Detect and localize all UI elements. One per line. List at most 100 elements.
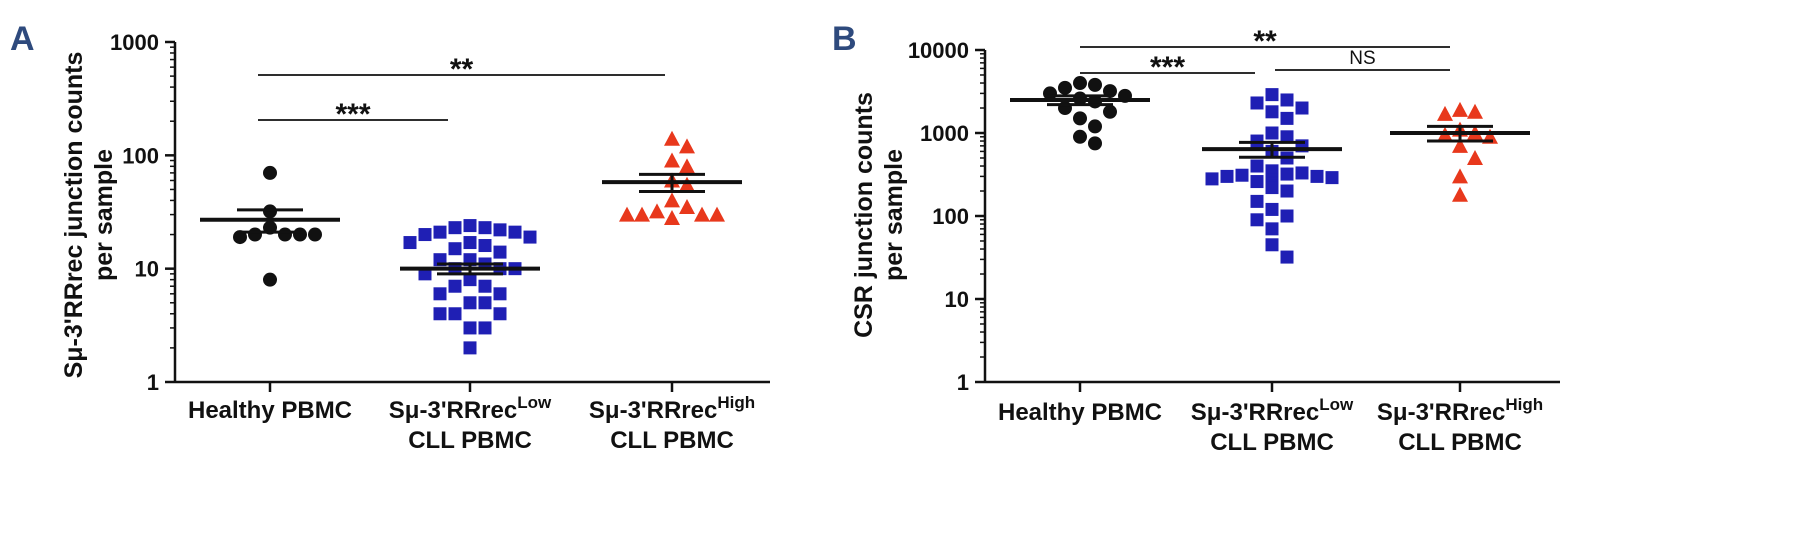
panel-b-category-label: Healthy PBMC: [998, 399, 1162, 426]
panel-a-ytick-label: 1000: [110, 30, 159, 55]
panel-a-point-high: [679, 138, 695, 154]
panel-b-point-low: [1265, 105, 1279, 119]
panel-a-label: A: [10, 20, 35, 58]
panel-b-category-line2: CLL PBMC: [1398, 429, 1522, 456]
panel-b-significance-label: NS: [1349, 48, 1375, 69]
panel-a-point-low: [478, 239, 492, 253]
panel-a-point-high: [634, 206, 650, 222]
panel-a-point-low: [493, 245, 507, 259]
panel-a-point-healthy: [293, 227, 307, 242]
panel-b-point-high: [1467, 149, 1483, 165]
panel-b-point-healthy: [1058, 80, 1072, 95]
panel-a-point-high: [694, 206, 710, 222]
panel-a-point-low: [433, 287, 447, 301]
panel-a-point-low: [478, 296, 492, 310]
panel-b-point-low: [1265, 222, 1279, 236]
panel-a-ytick-label: 100: [122, 143, 159, 168]
panel-a-point-healthy: [248, 227, 262, 242]
panel-a-category-label: Healthy PBMC: [188, 397, 352, 424]
panel-b-category-sup: High: [1505, 395, 1543, 414]
panel-a-point-high: [679, 199, 695, 215]
panel-a-point-low: [448, 279, 462, 293]
panel-b-point-low: [1310, 169, 1324, 183]
panel-a-category-line2: CLL PBMC: [408, 427, 532, 454]
panel-b-point-high: [1467, 103, 1483, 119]
panel-a-point-low: [463, 341, 477, 355]
panel-a-ylabel: Sμ-3'RRrec junction counts: [60, 52, 88, 379]
panel-a-category-label: Sμ-3'RRrecLow: [389, 393, 552, 424]
panel-b-point-low: [1325, 171, 1339, 185]
panel-b-point-healthy: [1103, 104, 1117, 119]
panel-b-point-low: [1265, 238, 1279, 252]
panel-b-point-healthy: [1073, 76, 1087, 91]
panel-b-point-low: [1280, 93, 1294, 107]
panel-a-point-low: [418, 228, 432, 242]
panel-b-point-high: [1452, 168, 1468, 184]
panel-a-significance-label: ***: [335, 98, 370, 131]
panel-b-category-label: Sμ-3'RRrecHigh: [1377, 395, 1543, 426]
panel-b-category-label: Sμ-3'RRrecLow: [1191, 395, 1354, 426]
panel-b-point-high: [1452, 186, 1468, 202]
panel-a-point-high: [679, 158, 695, 174]
panel-a-point-low: [463, 219, 477, 233]
panel-a-point-high: [664, 152, 680, 168]
panel-a-point-low: [508, 225, 522, 239]
panel-b: B CSR junction counts per sample 1 10 100 1…: [832, 20, 1560, 456]
panel-b-ytick-label: 10000: [908, 38, 969, 63]
panel-b-point-healthy: [1088, 77, 1102, 92]
panel-a-point-low: [463, 273, 477, 287]
panel-a-point-low: [448, 221, 462, 235]
panel-b-point-low: [1220, 169, 1234, 183]
panel-b-point-healthy: [1073, 111, 1087, 126]
panel-b-significance-label: ***: [1150, 51, 1185, 84]
panel-a-point-healthy: [278, 227, 292, 242]
panel-a-point-low: [523, 230, 537, 244]
panel-b-point-low: [1265, 88, 1279, 102]
panel-a-point-low: [493, 307, 507, 321]
panel-b-ytick-label: 100: [932, 204, 969, 229]
panel-b-ylabel-line2: per sample: [880, 149, 908, 281]
panel-a-point-healthy: [263, 272, 277, 287]
panel-b-point-low: [1205, 172, 1219, 186]
panel-b-ylabel: CSR junction counts: [850, 92, 878, 338]
panel-a-point-high: [664, 130, 680, 146]
panel-a-point-low: [463, 321, 477, 335]
panel-a-point-low: [493, 287, 507, 301]
panel-b-point-low: [1280, 130, 1294, 144]
panel-a-point-low: [433, 225, 447, 239]
panel-a-category-line2: CLL PBMC: [610, 427, 734, 454]
panel-a-point-high: [664, 209, 680, 225]
panel-b-point-low: [1265, 202, 1279, 216]
panel-b-ytick-label: 10: [945, 287, 969, 312]
panel-b-point-low: [1265, 126, 1279, 140]
panel-a-point-high: [679, 176, 695, 192]
panel-b-point-low: [1265, 181, 1279, 195]
panel-a-point-low: [433, 307, 447, 321]
panel-a-point-low: [403, 236, 417, 250]
panel-b-ytick-label: 1: [957, 370, 969, 395]
panel-b-point-low: [1280, 209, 1294, 223]
panel-a-point-low: [478, 279, 492, 293]
panel-a-point-high: [664, 192, 680, 208]
panel-b-point-low: [1295, 166, 1309, 180]
panel-a-point-high: [619, 206, 635, 222]
panel-a-point-high: [649, 203, 665, 219]
panel-a-point-low: [463, 296, 477, 310]
panel-a-point-high: [709, 206, 725, 222]
panel-b-point-low: [1280, 184, 1294, 198]
panel-b-point-low: [1280, 250, 1294, 264]
panel-b-point-high: [1452, 137, 1468, 153]
panel-b-point-low: [1280, 111, 1294, 125]
panel-a-point-low: [448, 242, 462, 256]
panel-a-ytick-label: 10: [135, 257, 159, 282]
panel-b-point-low: [1250, 194, 1264, 208]
panel-b-point-healthy: [1073, 129, 1087, 144]
panel-b-point-low: [1250, 96, 1264, 110]
panel-a-significance-label: **: [450, 53, 474, 86]
panel-b-point-low: [1235, 168, 1249, 182]
panel-b-label: B: [832, 20, 857, 58]
panel-b-significance-label: **: [1253, 25, 1277, 58]
panel-b-point-low: [1250, 175, 1264, 189]
panel-b-point-healthy: [1088, 136, 1102, 151]
panel-a-point-low: [478, 221, 492, 235]
